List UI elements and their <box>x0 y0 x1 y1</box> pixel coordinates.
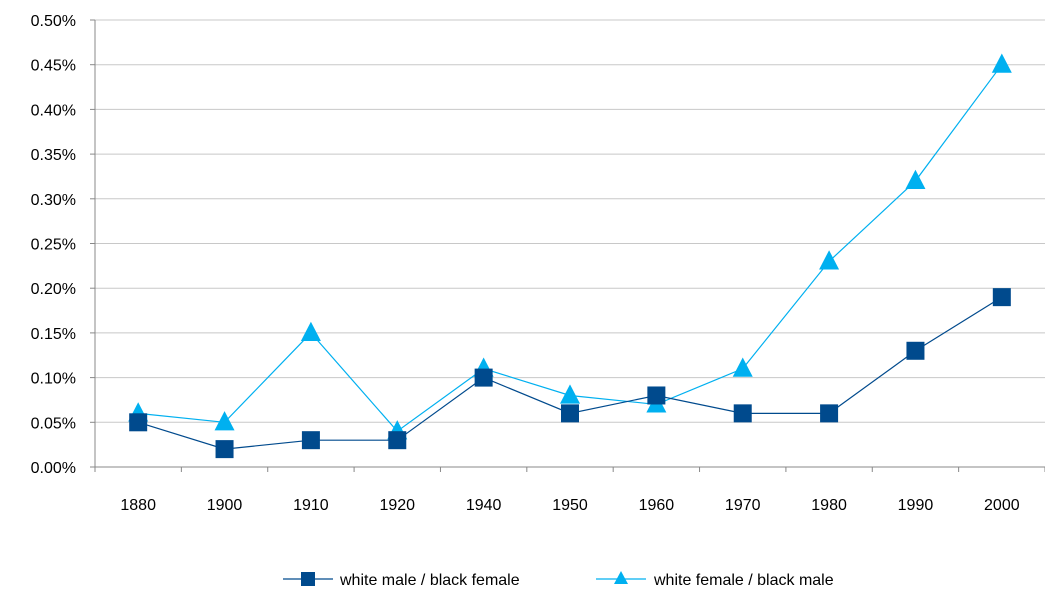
data-point-triangle <box>732 357 753 377</box>
data-point-square <box>129 413 148 432</box>
y-tick-label: 0.15% <box>31 326 76 343</box>
y-tick-label: 0.35% <box>31 147 76 164</box>
data-point-square <box>906 341 925 360</box>
series-triangle <box>128 53 1012 440</box>
data-point-square <box>388 431 407 450</box>
y-tick-label: 0.25% <box>31 237 76 254</box>
data-point-triangle <box>560 384 580 404</box>
data-point-triangle <box>991 53 1012 73</box>
data-point-square <box>301 431 320 450</box>
y-tick-label: 0.10% <box>31 371 76 388</box>
data-point-square <box>474 368 493 387</box>
x-tick-label: 1990 <box>898 497 934 514</box>
x-tick-label: 2000 <box>984 497 1020 514</box>
x-tick-label: 1910 <box>293 497 329 514</box>
y-tick-label: 0.30% <box>31 192 76 209</box>
x-tick-label: 1950 <box>552 497 588 514</box>
legend-item: white female / black male <box>596 571 834 589</box>
y-axis-tick-labels: 0.00% 0.05% 0.10% 0.15% 0.20% 0.25% 0.30% 0.35%… <box>31 13 76 477</box>
legend-item: white male / black female <box>283 572 520 589</box>
legend-label: white female / black male <box>653 572 834 589</box>
data-point-square <box>733 404 752 423</box>
series-line <box>138 64 1003 433</box>
data-point-triangle <box>214 411 235 431</box>
x-tick-label: 1900 <box>207 497 243 514</box>
data-point-square <box>215 440 234 459</box>
x-tick-label: 1970 <box>725 497 761 514</box>
data-point-triangle <box>819 250 840 270</box>
x-tick-label: 1920 <box>379 497 415 514</box>
series-line <box>138 296 1003 450</box>
axes <box>90 19 1045 472</box>
legend-triangle-marker <box>614 571 628 584</box>
data-point-triangle <box>905 169 926 190</box>
y-tick-label: 0.20% <box>31 281 76 298</box>
x-tick-label: 1980 <box>811 497 847 514</box>
y-tick-label: 0.45% <box>31 58 76 75</box>
y-tick-label: 0.05% <box>31 415 76 432</box>
y-tick-label: 0.00% <box>31 460 76 477</box>
legend: white male / black female white female / … <box>283 571 834 589</box>
data-point-triangle <box>300 321 321 341</box>
x-axis-tick-labels: 1880 1900 1910 1920 1940 1950 1960 1970 1980 1990… <box>120 497 1019 514</box>
data-point-square <box>820 404 839 423</box>
gridlines <box>95 19 1045 423</box>
y-tick-label: 0.50% <box>31 13 76 30</box>
x-tick-label: 1880 <box>120 497 156 514</box>
series-square <box>129 288 1011 459</box>
data-point-square <box>561 404 579 423</box>
legend-square-marker <box>301 572 315 586</box>
data-point-square <box>992 288 1011 307</box>
x-tick-label: 1960 <box>639 497 675 514</box>
y-tick-label: 0.40% <box>31 102 76 119</box>
data-series <box>128 53 1012 459</box>
legend-label: white male / black female <box>339 572 520 589</box>
data-point-square <box>647 386 666 405</box>
x-tick-label: 1940 <box>466 497 502 514</box>
